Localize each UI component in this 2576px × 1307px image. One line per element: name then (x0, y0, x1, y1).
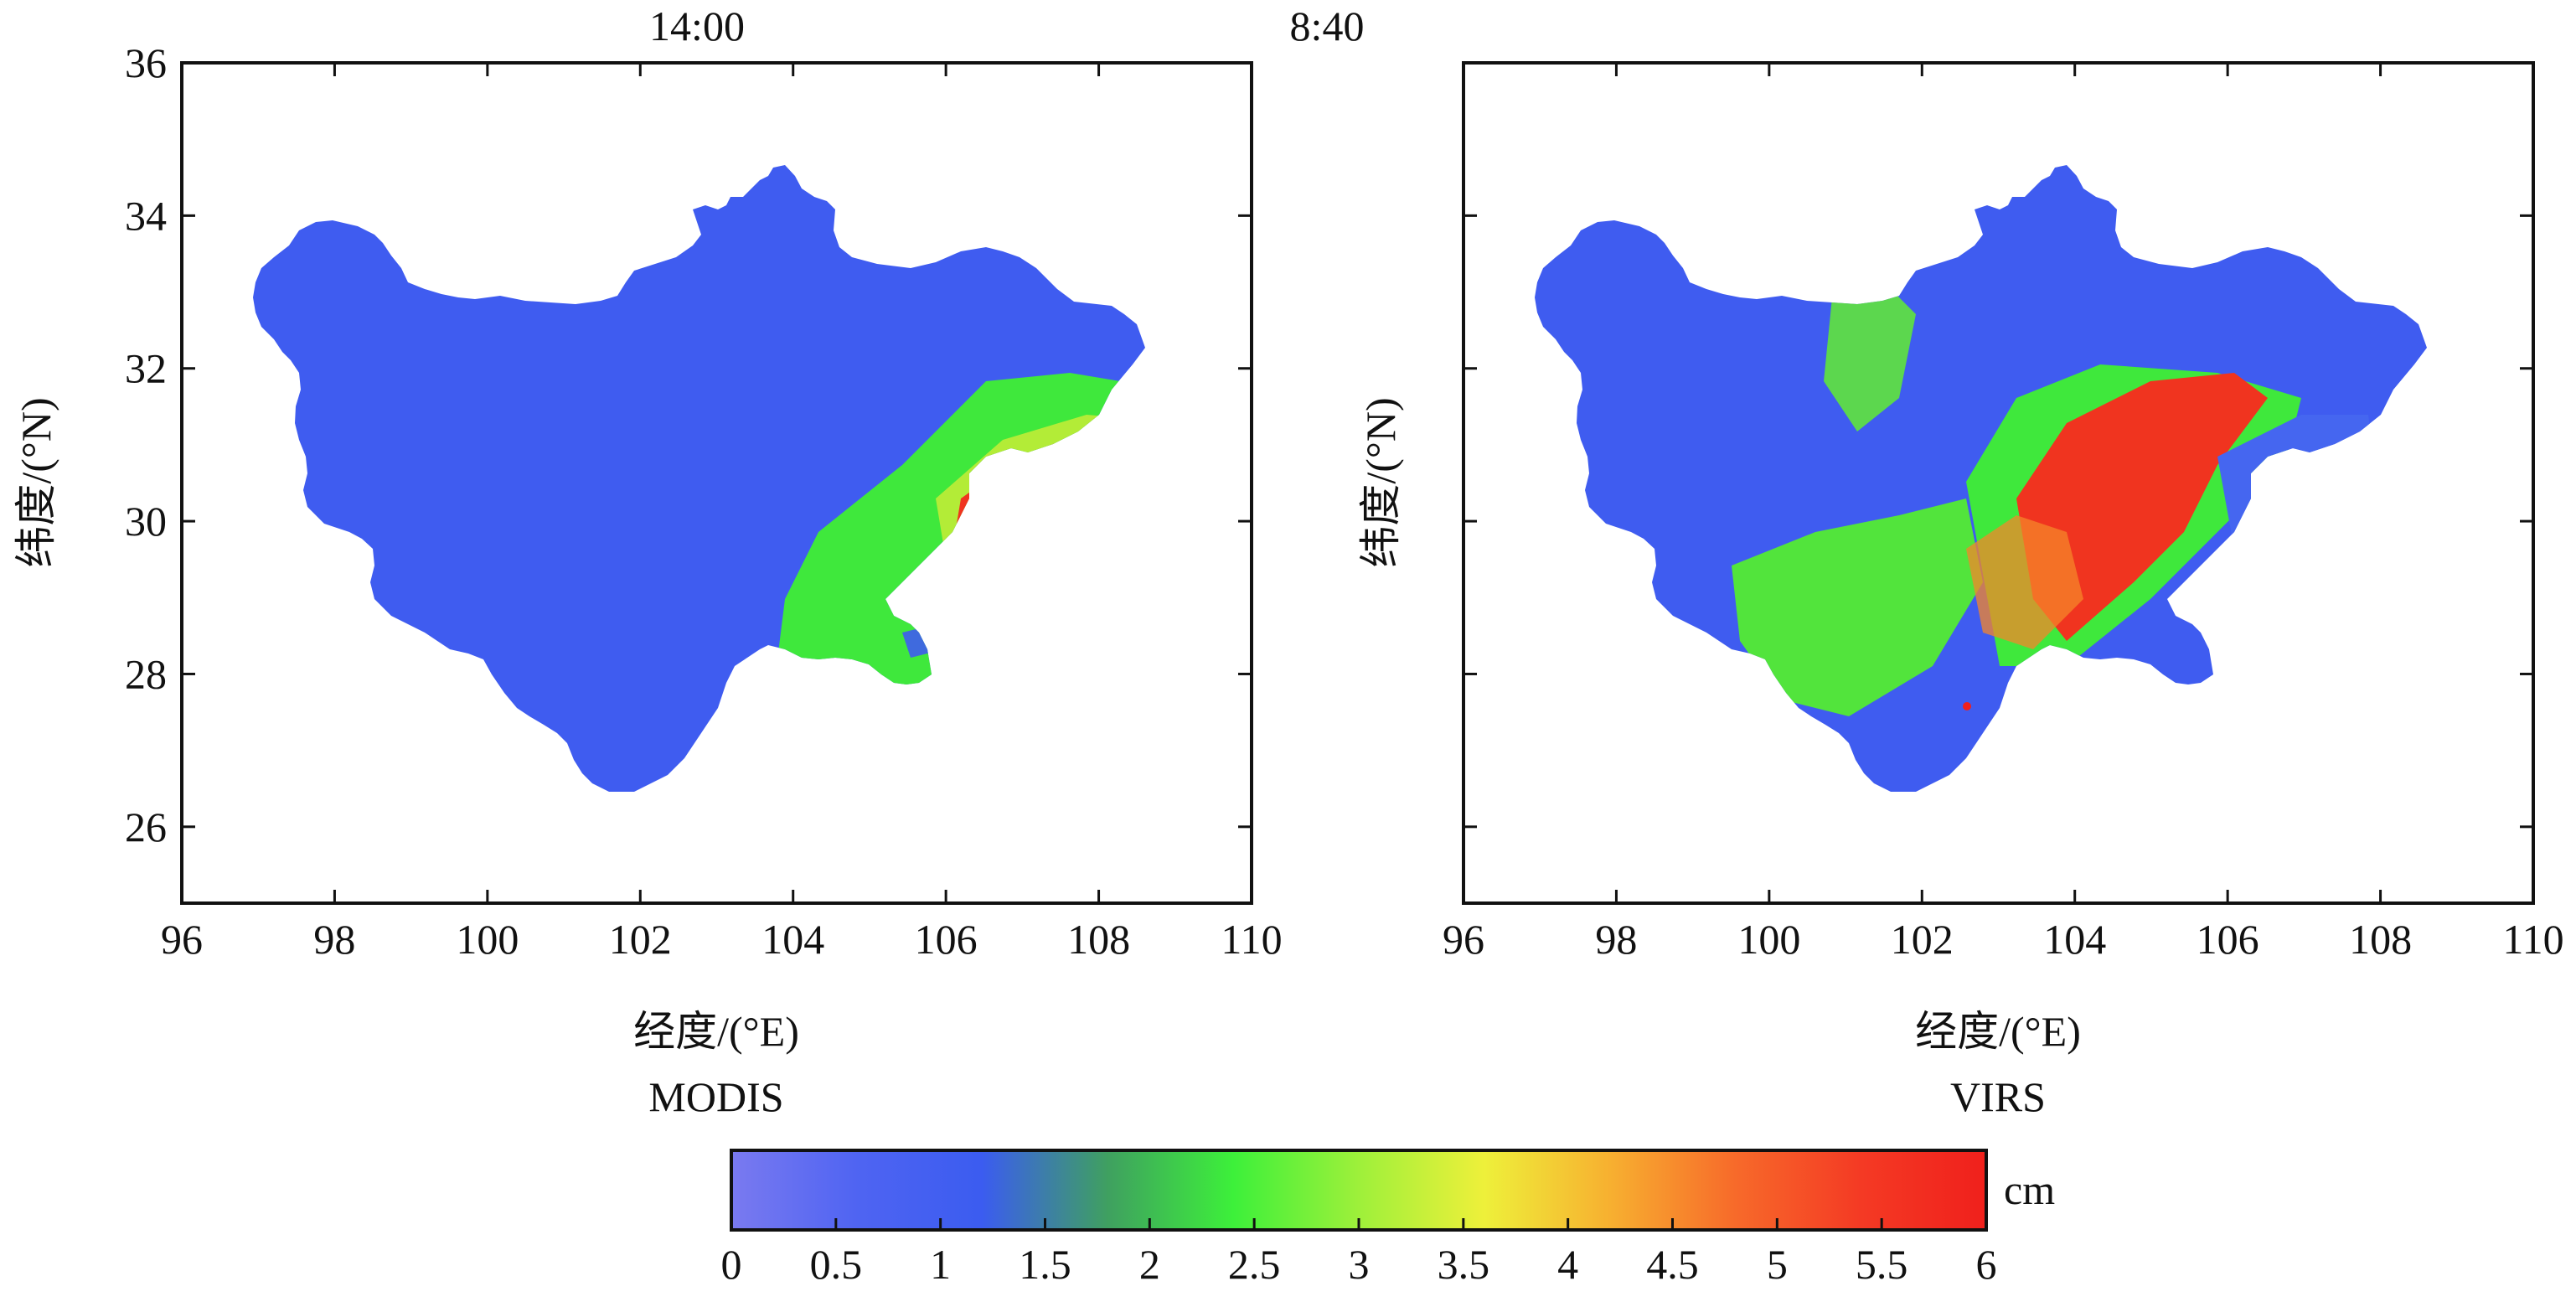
colorbar-tick-label: 5.5 (1856, 1241, 1908, 1288)
red-spot (1963, 702, 1971, 710)
colorbar: 0 0.5 1 1.5 2 2.5 3 3.5 4 4.5 5 5.5 6 cm (721, 1149, 2055, 1288)
plot-frame (1462, 61, 2535, 905)
y-tick-label: 26 (125, 803, 167, 850)
red-zone (2016, 373, 2268, 641)
x-tick-label: 104 (761, 916, 824, 963)
panel-virs: 8:40 96 98 100 102 104 106 108 110 经度/(°E) VIRS… (1290, 3, 2564, 1120)
orange-zone (1966, 515, 2083, 649)
x-tick-label: 102 (609, 916, 672, 963)
colorbar-tick-label: 1.5 (1019, 1241, 1071, 1288)
colorbar-tick-label: 3.5 (1438, 1241, 1490, 1288)
colorbar-unit: cm (2004, 1166, 2055, 1213)
orange-patches (1003, 641, 1145, 750)
colorbar-tick-label: 4.5 (1646, 1241, 1699, 1288)
colorbar-tick-label: 6 (1976, 1241, 1997, 1288)
x-tick-label: 100 (456, 916, 519, 963)
water-vapor-map (253, 165, 1321, 792)
y-ticks: 26 28 30 32 34 36 (125, 39, 1252, 850)
green-west (1535, 532, 1656, 725)
blue-holes (902, 574, 1128, 670)
colorbar-ticks: 0 0.5 1 1.5 2 2.5 3 3.5 4 4.5 5 5.5 6 (721, 1218, 1997, 1288)
colorbar-tick-label: 2 (1139, 1241, 1160, 1288)
x-tick-label: 106 (915, 916, 978, 963)
east-blue (1154, 465, 1321, 574)
x-ticks: 96 98 100 102 104 106 108 110 (1443, 63, 2564, 963)
y-tick-label: 34 (125, 192, 167, 239)
y-tick-label: 28 (125, 650, 167, 697)
colorbar-tick-label: 4 (1557, 1241, 1578, 1288)
y-ticks (1464, 61, 2533, 829)
panel-time-label: 8:40 (1290, 3, 1365, 49)
y-tick-label: 30 (125, 498, 167, 545)
red-band (952, 431, 1145, 616)
colorbar-tick-label: 2.5 (1228, 1241, 1281, 1288)
x-tick-label: 98 (1595, 916, 1637, 963)
x-tick-label: 104 (2043, 916, 2106, 963)
colorbar-tick-label: 0 (721, 1241, 742, 1288)
green-center (1732, 499, 1983, 716)
x-tick-label: 108 (1067, 916, 1130, 963)
x-tick-label: 96 (161, 916, 203, 963)
x-tick-label: 98 (313, 916, 355, 963)
sensor-label: MODIS (648, 1073, 783, 1120)
x-tick-label: 102 (1891, 916, 1954, 963)
x-ticks: 96 98 100 102 104 106 108 110 (161, 63, 1283, 963)
colorbar-tick-label: 5 (1767, 1241, 1788, 1288)
plot-frame (180, 61, 1253, 905)
x-tick-label: 106 (2197, 916, 2259, 963)
y-axis-label: 纬度/(°N) (1357, 397, 1404, 567)
y-axis-label: 纬度/(°N) (13, 397, 59, 567)
x-tick-label: 110 (1221, 916, 1282, 963)
water-vapor-map (1535, 165, 2427, 792)
region-shape (253, 165, 1145, 792)
panel-time-label: 14:00 (649, 3, 745, 49)
x-tick-label: 100 (1737, 916, 1800, 963)
x-axis-label: 经度/(°E) (1915, 1008, 2081, 1055)
y-tick-label: 32 (125, 345, 167, 392)
colorbar-tick-label: 3 (1349, 1241, 1370, 1288)
x-tick-label: 96 (1443, 916, 1484, 963)
colorbar-tick-label: 1 (930, 1241, 951, 1288)
green-north (1824, 281, 1916, 431)
x-tick-label: 110 (2502, 916, 2563, 963)
sensor-label: VIRS (1950, 1073, 2046, 1120)
x-axis-label: 经度/(°E) (633, 1008, 799, 1055)
x-tick-label: 108 (2349, 916, 2412, 963)
colorbar-tick-label: 0.5 (810, 1241, 863, 1288)
panel-modis: 14:00 96 98 100 102 104 106 108 110 26 28 30 32 34 3… (13, 3, 1321, 1120)
colorbar-bar (730, 1149, 1988, 1232)
y-tick-label: 36 (125, 39, 167, 86)
